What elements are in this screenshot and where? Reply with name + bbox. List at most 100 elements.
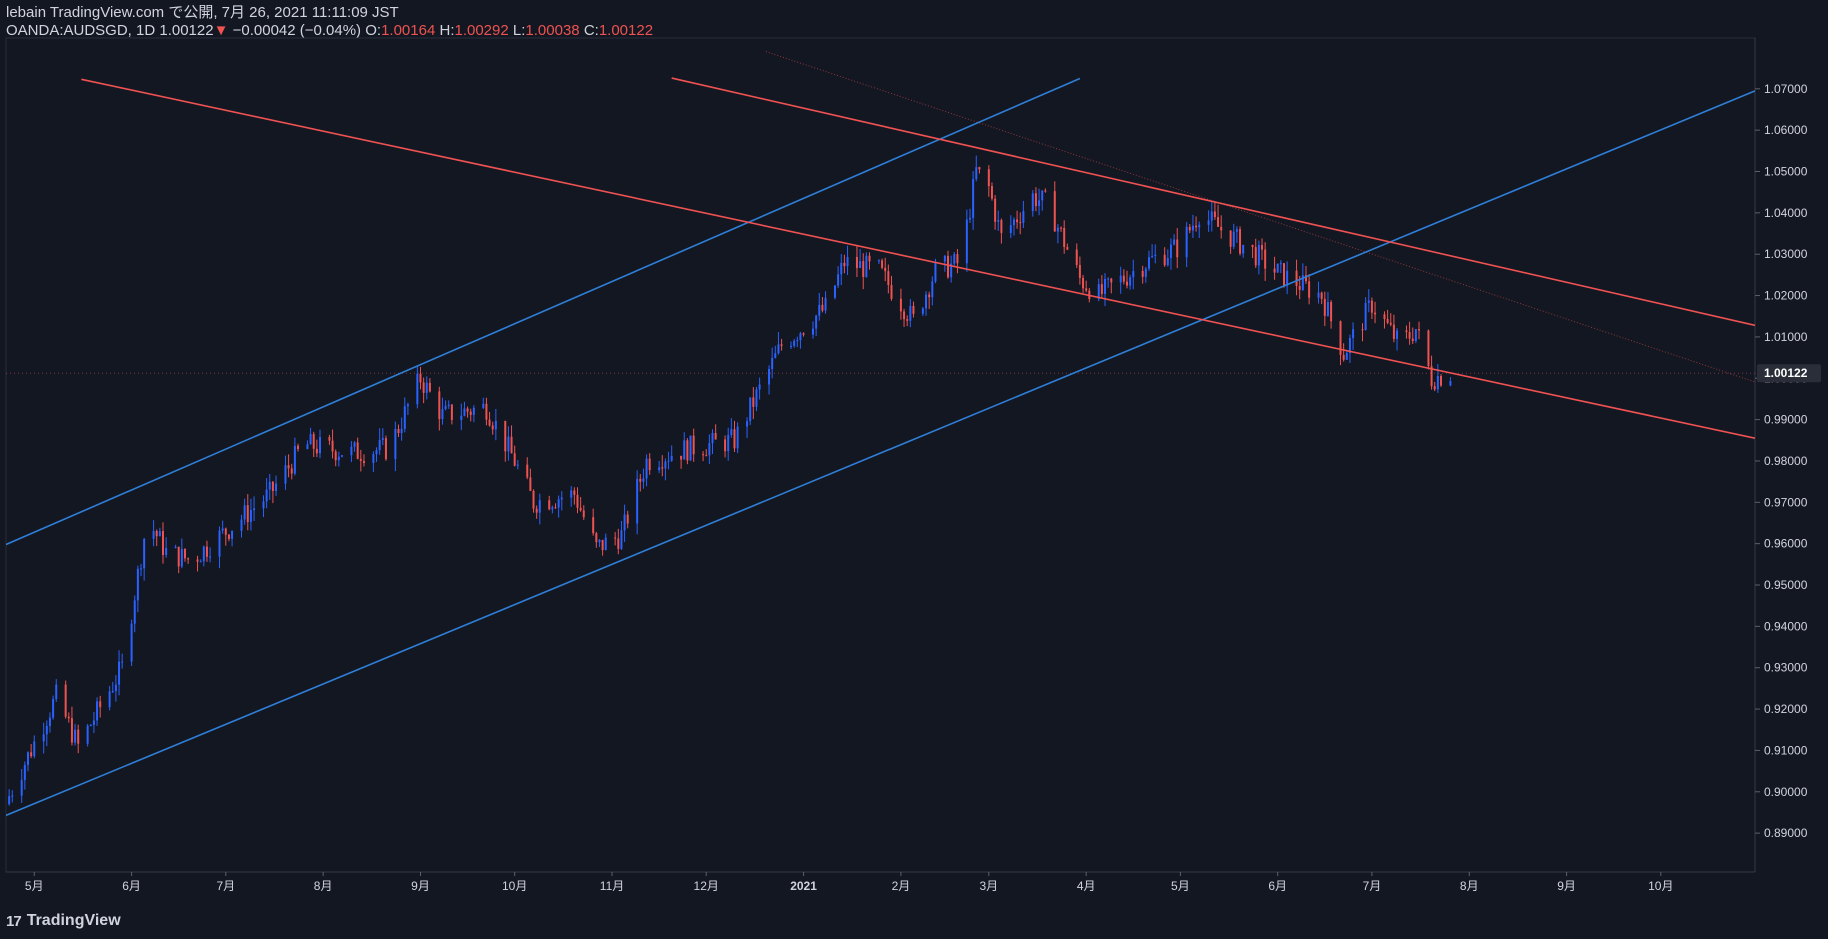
candle-body[interactable] [987,169,990,187]
candle-body[interactable] [592,517,595,534]
candle-body[interactable] [1439,376,1442,386]
candle-body[interactable] [416,373,419,405]
candle-body[interactable] [177,546,180,567]
candle-body[interactable] [114,684,117,692]
candle-body[interactable] [1436,376,1439,390]
candle-body[interactable] [648,458,651,471]
candle-body[interactable] [428,382,431,392]
candle-body[interactable] [538,500,541,513]
candle-body[interactable] [243,505,246,520]
candle-body[interactable] [1433,386,1436,390]
candle-body[interactable] [350,446,353,456]
candle-body[interactable] [438,391,441,420]
candle-body[interactable] [460,415,463,421]
candle-body[interactable] [92,720,95,726]
candle-body[interactable] [1147,257,1150,269]
candle-body[interactable] [579,507,582,511]
candle-body[interactable] [1188,226,1191,231]
candle-body[interactable] [877,260,880,262]
candle-body[interactable] [790,345,793,347]
candle-body[interactable] [353,442,356,447]
candle-body[interactable] [1342,354,1345,360]
candle-body[interactable] [271,481,274,492]
candle-body[interactable] [576,494,579,508]
candle-body[interactable] [1418,329,1421,331]
candle-body[interactable] [1370,300,1373,313]
candle-body[interactable] [1257,245,1260,266]
candle-body[interactable] [1163,254,1166,266]
candle-body[interactable] [491,425,494,430]
candle-body[interactable] [865,255,868,278]
candle-body[interactable] [664,461,667,469]
candle-body[interactable] [1286,270,1289,286]
candle-body[interactable] [890,284,893,299]
candle-body[interactable] [1339,321,1342,355]
candle-body[interactable] [708,443,711,456]
candle-body[interactable] [680,455,683,460]
candle-body[interactable] [253,508,256,511]
candle-body[interactable] [55,684,58,700]
candle-body[interactable] [714,432,717,440]
candle-body[interactable] [943,255,946,262]
candle-body[interactable] [309,434,312,445]
candle-body[interactable] [1320,292,1323,299]
candle-body[interactable] [1232,231,1235,247]
candle-body[interactable] [26,752,29,766]
candle-body[interactable] [375,450,378,455]
candle-body[interactable] [140,568,143,570]
candle-body[interactable] [855,256,858,269]
candle-body[interactable] [384,438,387,460]
candle-body[interactable] [165,547,168,555]
candle-body[interactable] [1298,286,1301,290]
candle-body[interactable] [1304,275,1307,282]
candle-body[interactable] [1185,226,1188,258]
candle-body[interactable] [441,409,444,420]
candle-body[interactable] [20,779,23,796]
candle-body[interactable] [507,436,510,452]
candle-body[interactable] [1282,263,1285,286]
candle-body[interactable] [975,167,978,180]
candle-body[interactable] [705,455,708,457]
candle-body[interactable] [724,439,727,452]
candle-body[interactable] [196,559,199,562]
candle-body[interactable] [118,661,121,685]
candle-body[interactable] [1122,275,1125,282]
candle-body[interactable] [70,718,73,743]
candle-body[interactable] [394,428,397,460]
candle-body[interactable] [111,691,114,693]
candle-body[interactable] [1066,247,1069,250]
candle-body[interactable] [978,167,981,170]
candle-body[interactable] [824,297,827,311]
candle-body[interactable] [1154,254,1157,256]
candle-body[interactable] [780,344,783,346]
candle-body[interactable] [1104,279,1107,294]
candle-body[interactable] [821,304,824,311]
candle-body[interactable] [833,285,836,298]
candle-body[interactable] [1110,278,1113,283]
candle-body[interactable] [921,308,924,314]
candle-body[interactable] [818,304,821,316]
candle-body[interactable] [1220,226,1223,231]
candle-body[interactable] [573,490,576,495]
candle-body[interactable] [906,319,909,321]
candle-body[interactable] [689,435,692,461]
candle-body[interactable] [623,514,626,531]
candle-body[interactable] [187,558,190,560]
candle-body[interactable] [903,311,906,320]
candle-body[interactable] [1144,268,1147,277]
candle-body[interactable] [956,254,959,264]
candle-body[interactable] [162,531,165,555]
candle-body[interactable] [11,795,14,797]
candle-body[interactable] [1254,247,1257,266]
candle-body[interactable] [711,432,714,444]
candle-body[interactable] [670,455,673,461]
candle-body[interactable] [33,741,36,757]
candle-body[interactable] [1345,353,1348,360]
candle-body[interactable] [246,505,249,523]
candle-body[interactable] [968,217,971,220]
candle-body[interactable] [1107,278,1110,280]
candle-body[interactable] [997,220,1000,222]
candle-body[interactable] [224,528,227,535]
candle-body[interactable] [74,729,77,743]
